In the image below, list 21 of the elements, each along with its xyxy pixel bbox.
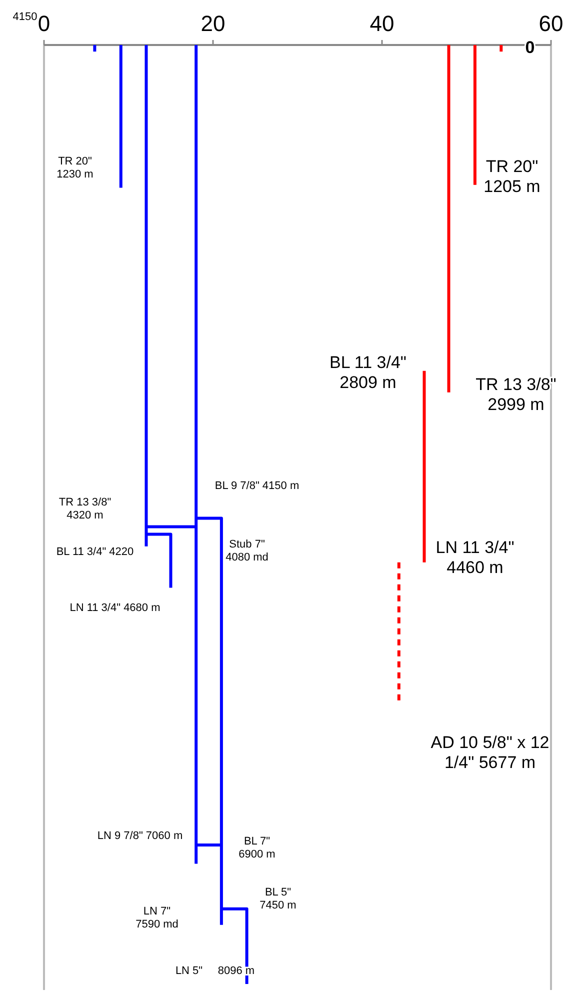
annotation: AD 10 5/8" x 12 1/4" 5677 m xyxy=(430,732,550,772)
text: 4150 xyxy=(12,10,38,23)
annotation: BL 7" 6900 m xyxy=(238,835,276,860)
annotation: BL 11 3/4" 2809 m xyxy=(330,352,406,392)
x-tick-label: 40 xyxy=(370,11,394,36)
annotation: BL 5" 7450 m xyxy=(260,886,296,912)
annotation: TR 13 3/8" 4320 m xyxy=(58,496,112,522)
x-tick-label: 20 xyxy=(200,11,226,36)
annotation: LN 11 3/4" 4460 m xyxy=(436,538,514,578)
annotation: TR 20" 1205 m xyxy=(484,156,540,196)
annotation: TR 20" 1230 m xyxy=(56,155,94,180)
annotation: LN 9 7/8" 7060 m xyxy=(97,830,183,842)
annotation: Stub 7" 4080 md xyxy=(226,538,268,564)
annotation: LN 11 3/4" 4680 m xyxy=(70,602,160,614)
annotation: LN 7" 7590 md xyxy=(136,905,178,930)
annotation: 0 xyxy=(525,38,535,57)
annotation: BL 11 3/4" 4220 xyxy=(56,546,134,558)
annotation: TR 13 3/8" 2999 m xyxy=(476,374,556,414)
x-tick-label: 60 xyxy=(538,11,564,36)
annotation: BL 9 7/8" 4150 m xyxy=(214,480,300,492)
x-tick-label: 0 xyxy=(38,11,50,36)
